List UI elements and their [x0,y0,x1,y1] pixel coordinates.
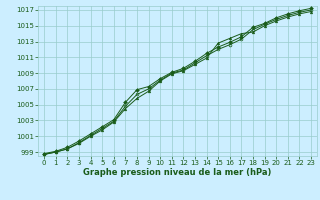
X-axis label: Graphe pression niveau de la mer (hPa): Graphe pression niveau de la mer (hPa) [84,168,272,177]
